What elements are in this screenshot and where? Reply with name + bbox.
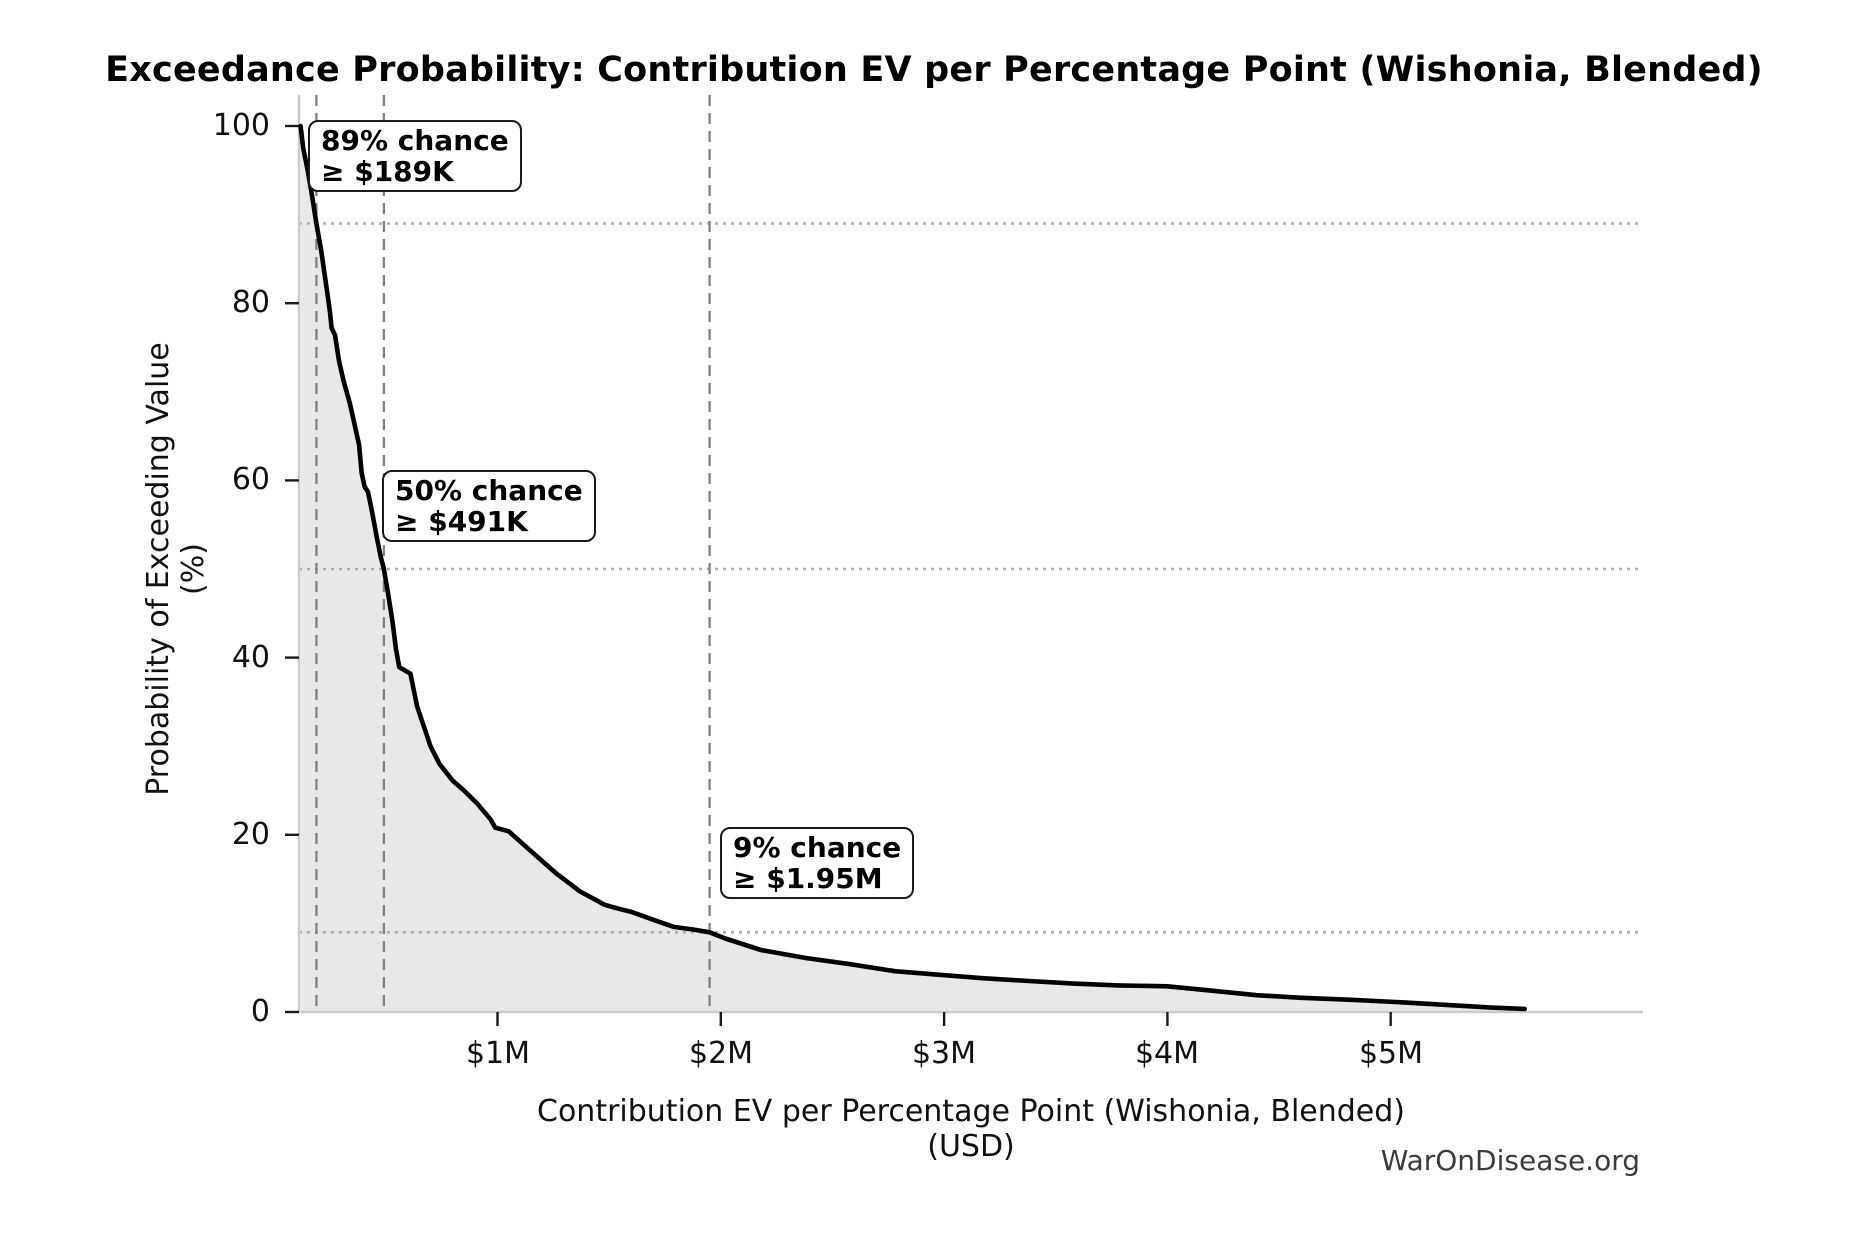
curve-fill-area <box>300 126 1525 1012</box>
exceedance-curve <box>298 123 1527 1012</box>
chart-title: Exceedance Probability: Contribution EV … <box>105 50 1763 90</box>
